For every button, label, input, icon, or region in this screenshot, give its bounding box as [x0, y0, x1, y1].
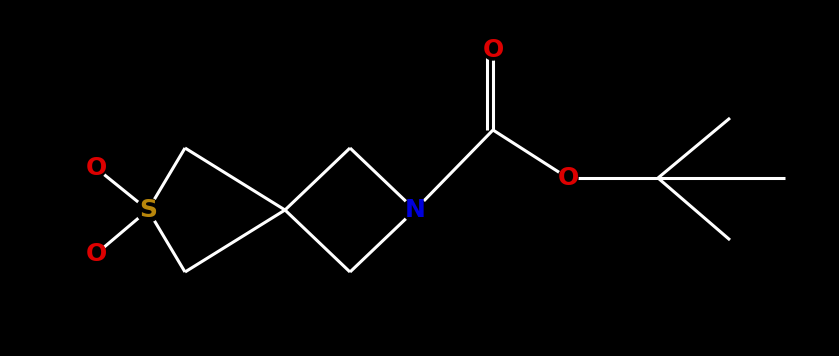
- Text: O: O: [86, 156, 107, 180]
- Text: N: N: [404, 198, 425, 222]
- Circle shape: [136, 198, 160, 222]
- Circle shape: [403, 198, 427, 222]
- Text: S: S: [139, 198, 157, 222]
- Circle shape: [483, 40, 503, 60]
- Text: O: O: [482, 38, 503, 62]
- Circle shape: [86, 244, 106, 264]
- Text: O: O: [557, 166, 579, 190]
- Text: O: O: [86, 242, 107, 266]
- Circle shape: [86, 158, 106, 178]
- Circle shape: [558, 168, 578, 188]
